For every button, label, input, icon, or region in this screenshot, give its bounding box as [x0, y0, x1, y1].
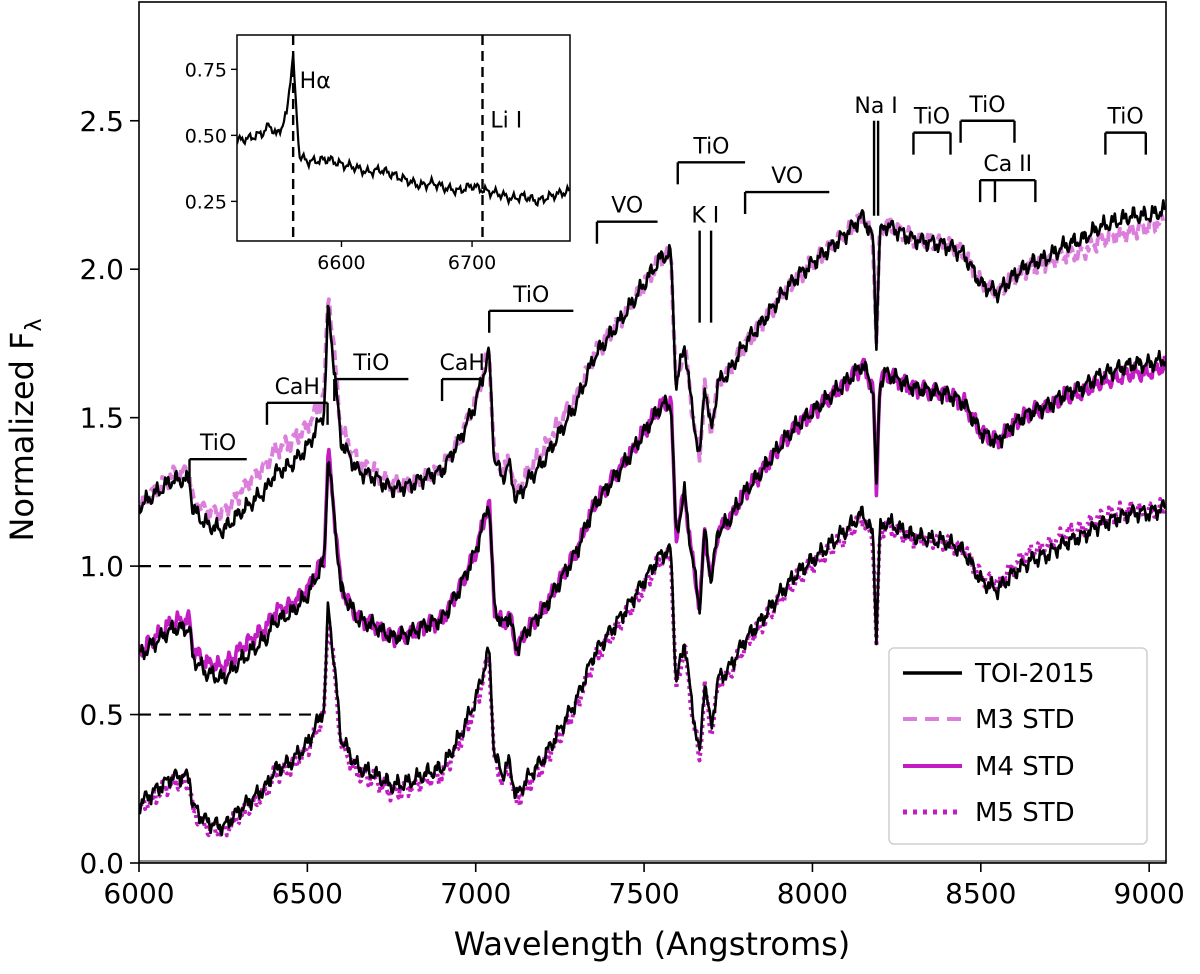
- plot-frame: [138, 1, 1167, 864]
- annotation-tio: TiO: [676, 134, 746, 185]
- legend: TOI-2015 M3 STD M4 STD M5 STD: [888, 647, 1148, 845]
- annotation-label: VO: [771, 164, 803, 189]
- legend-label-m5-std: M5 STD: [975, 798, 1075, 828]
- inset-panel: Hα Li I 6600 6700 0.25 0.50 0.75: [185, 34, 571, 274]
- annotation-label: TiO: [968, 93, 1005, 118]
- inset-y-tick-label: 0.25: [185, 191, 227, 213]
- inset-y-tick-label: 0.75: [185, 59, 227, 81]
- annotation-tio: TiO: [487, 283, 574, 333]
- x-tick-label: 7000: [440, 877, 511, 910]
- x-tick-label: 8000: [777, 877, 848, 910]
- legend-label-m3-std: M3 STD: [975, 705, 1075, 735]
- annotation-tio: TiO: [1104, 105, 1147, 155]
- annotation-label: Ca II: [983, 152, 1032, 177]
- annotation-label: Na I: [854, 94, 897, 119]
- annotation-cah: CaH: [440, 351, 485, 402]
- y-tick-label: 2.0: [79, 253, 124, 286]
- annotation-label: TiO: [692, 134, 729, 159]
- inset-background: [237, 35, 570, 241]
- annotation-label: CaH: [440, 351, 485, 376]
- series-m3-std-offset-1: [139, 208, 1166, 525]
- x-tick-label: 8500: [945, 877, 1016, 910]
- annotation-tio: TiO: [333, 351, 409, 402]
- annotation-cah: CaH: [265, 375, 329, 425]
- inset-line-label: Hα: [300, 69, 331, 94]
- y-axis-label-subscript: λ: [22, 318, 47, 331]
- x-tick-label: 6500: [272, 877, 343, 910]
- annotation-label: VO: [611, 194, 643, 219]
- annotation-label: TiO: [1106, 105, 1143, 130]
- annotation-na-i: Na I: [854, 94, 898, 216]
- x-axis: 6000 6500 7000 7500 8000 8500 9000: [103, 863, 1185, 910]
- inset-x-tick-label: 6600: [317, 252, 365, 274]
- y-axis: 0.0 0.5 1.0 1.5 2.0 2.5: [79, 105, 139, 880]
- series-toi-2015-offset-0: [139, 499, 1166, 837]
- x-tick-label: 7500: [608, 877, 679, 910]
- y-tick-label: 1.5: [79, 402, 124, 435]
- annotation-label: TiO: [352, 351, 389, 376]
- legend-label-m4-std: M4 STD: [975, 752, 1075, 782]
- annotation-vo: VO: [595, 194, 658, 244]
- series-m4-std-offset-0-5: [139, 355, 1166, 678]
- inset-axes: 6600 6700 0.25 0.50 0.75: [185, 59, 497, 274]
- annotation-label: TiO: [199, 431, 236, 456]
- annotation-tio: TiO: [188, 431, 247, 482]
- annotation-label: K I: [691, 204, 719, 229]
- y-tick-label: 2.5: [79, 105, 124, 138]
- y-tick-label: 1.0: [79, 550, 124, 583]
- annotation-label: TiO: [512, 283, 549, 308]
- x-axis-label: Wavelength (Angstroms): [454, 925, 851, 963]
- annotation-vo: VO: [743, 164, 830, 215]
- series-layer: [139, 199, 1166, 863]
- y-tick-label: 0.5: [79, 699, 124, 732]
- inset-plot: Hα Li I: [237, 35, 570, 241]
- annotation-label: CaH: [275, 375, 320, 400]
- annotation-tio: TiO: [959, 93, 1016, 143]
- series-toi-2015-offset-0-5: [139, 349, 1166, 685]
- annotation-tio: TiO: [912, 105, 952, 155]
- legend-label-toi-2015: TOI-2015: [974, 659, 1095, 689]
- annotation-k-i: K I: [691, 204, 719, 323]
- y-axis-label: Normalized Fλ: [3, 318, 47, 541]
- annotation-ca-ii: Ca II: [978, 152, 1037, 203]
- annotation-label: TiO: [913, 105, 950, 130]
- y-tick-label: 0.0: [79, 847, 124, 880]
- inset-y-tick-label: 0.50: [185, 125, 227, 147]
- inset-line-label: Li I: [490, 108, 522, 133]
- inset-x-tick-label: 6700: [448, 252, 496, 274]
- x-tick-label: 9000: [1114, 877, 1185, 910]
- annotation-layer: TiO CaH TiO CaH TiO VO TiO K I VO Na I TiO TiO Ca II…: [188, 93, 1147, 482]
- legend-box: [888, 647, 1148, 845]
- inset-frame: [236, 34, 571, 242]
- series-toi-2015-offset-1: [139, 199, 1166, 540]
- x-tick-label: 6000: [103, 877, 174, 910]
- y-axis-label-text: Normalized F: [3, 331, 41, 541]
